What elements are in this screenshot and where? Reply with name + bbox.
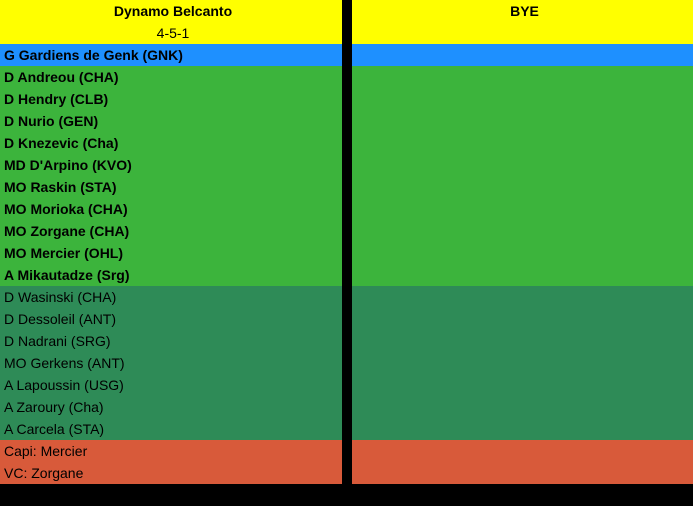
starter-row: [352, 66, 693, 88]
bench-row: D Wasinski (CHA): [0, 286, 342, 308]
team-left-header: Dynamo Belcanto: [0, 0, 342, 22]
starter-row: [352, 88, 693, 110]
starter-row: [352, 110, 693, 132]
captain-row: [352, 440, 693, 462]
starter-row: MD D'Arpino (KVO): [0, 154, 342, 176]
gk-row: G Gardiens de Genk (GNK): [0, 44, 342, 66]
bench-row: [352, 374, 693, 396]
starter-row: MO Zorgane (CHA): [0, 220, 342, 242]
captain-row: Capi: Mercier: [0, 440, 342, 462]
bench-row: [352, 330, 693, 352]
starter-row: MO Mercier (OHL): [0, 242, 342, 264]
vice-captain-row: VC: Zorgane: [0, 462, 342, 484]
bench-row: D Nadrani (SRG): [0, 330, 342, 352]
starter-row: D Andreou (CHA): [0, 66, 342, 88]
vice-captain-row: [352, 462, 693, 484]
gk-row: [352, 44, 693, 66]
starter-row: [352, 132, 693, 154]
starter-row: [352, 220, 693, 242]
team-left-column: Dynamo Belcanto 4-5-1 G Gardiens de Genk…: [0, 0, 342, 506]
team-right-column: BYE: [352, 0, 693, 506]
starter-row: [352, 242, 693, 264]
starter-row: D Hendry (CLB): [0, 88, 342, 110]
team-left-name: Dynamo Belcanto: [114, 3, 232, 19]
starter-row: D Knezevic (Cha): [0, 132, 342, 154]
bench-row: MO Gerkens (ANT): [0, 352, 342, 374]
starter-row: [352, 154, 693, 176]
column-divider: [342, 0, 352, 506]
bench-row: A Carcela (STA): [0, 418, 342, 440]
starter-row: [352, 264, 693, 286]
starter-row: [352, 198, 693, 220]
starter-row: [352, 176, 693, 198]
bench-row: [352, 418, 693, 440]
team-right-header: BYE: [352, 0, 693, 22]
bench-row: [352, 352, 693, 374]
bench-row: D Dessoleil (ANT): [0, 308, 342, 330]
bench-row: [352, 286, 693, 308]
starter-row: A Mikautadze (Srg): [0, 264, 342, 286]
bench-row: [352, 308, 693, 330]
starter-row: MO Morioka (CHA): [0, 198, 342, 220]
team-left-formation: 4-5-1: [0, 22, 342, 44]
starter-row: MO Raskin (STA): [0, 176, 342, 198]
bench-row: A Zaroury (Cha): [0, 396, 342, 418]
lineup-table: Dynamo Belcanto 4-5-1 G Gardiens de Genk…: [0, 0, 693, 506]
bench-row: A Lapoussin (USG): [0, 374, 342, 396]
team-right-formation: [352, 22, 693, 44]
starter-row: D Nurio (GEN): [0, 110, 342, 132]
bench-row: [352, 396, 693, 418]
